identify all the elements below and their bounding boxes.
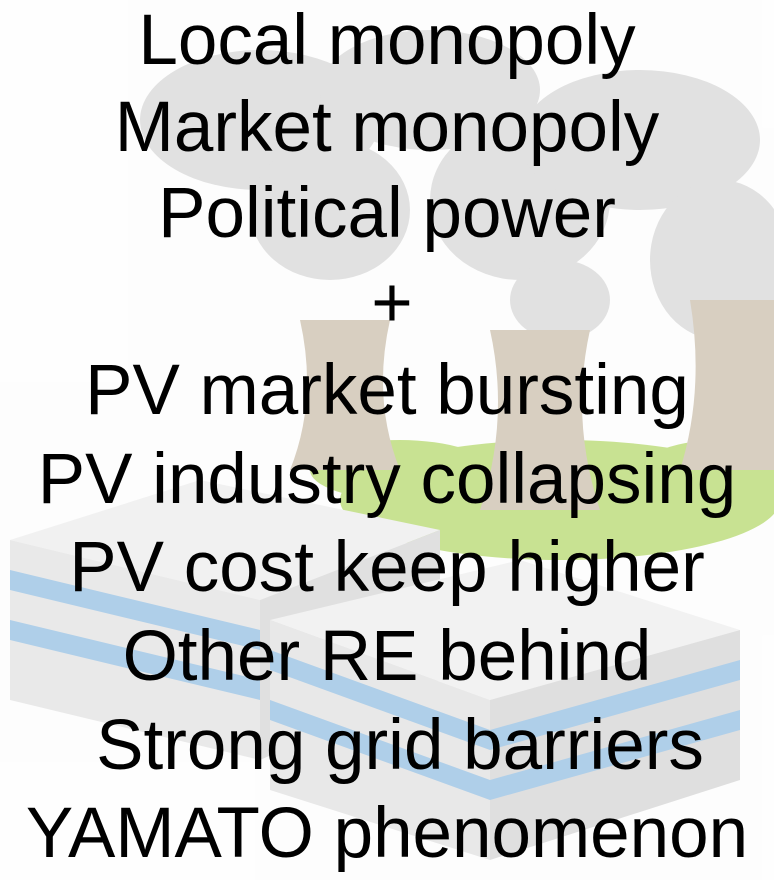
page: Local monopoly Market monopoly Political…	[0, 0, 774, 880]
slide: Local monopoly Market monopoly Political…	[0, 0, 774, 880]
line: PV cost keep higher	[69, 528, 704, 607]
line: YAMATO phenomenon	[26, 794, 748, 873]
line: Political power	[158, 174, 616, 253]
plus: +	[371, 264, 412, 343]
line: Other RE behind	[123, 617, 652, 696]
line: Market monopoly	[115, 88, 660, 167]
line: Strong grid barriers	[96, 706, 704, 785]
line: Local monopoly	[138, 1, 636, 80]
line: PV industry collapsing	[38, 440, 737, 519]
line: PV market bursting	[85, 351, 689, 430]
